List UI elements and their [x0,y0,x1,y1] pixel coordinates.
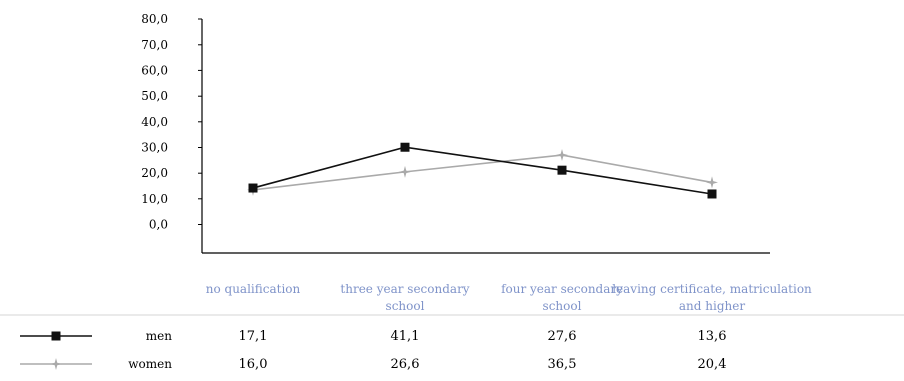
table-value-women: 16,0 [239,357,268,372]
table-value-men: 27,6 [548,329,577,344]
y-tick-label: 80,0 [141,12,168,26]
x-category-label: leaving certificate, matriculation [612,282,812,296]
series-men-line [252,146,713,195]
x-category-label: school [543,299,582,313]
series-women-line [252,154,713,191]
x-category-label: and higher [679,299,745,313]
legend-marker-women [50,358,62,370]
table-value-women: 20,4 [698,357,727,372]
y-tick-label: 50,0 [141,89,168,103]
series-women-point [556,149,568,162]
series-men-point [557,165,567,175]
x-category-label: three year secondary [340,282,469,296]
legend-label-women: women [128,357,172,371]
x-category-label: school [386,299,425,313]
series-men-point [248,183,258,193]
y-tick-label: 30,0 [141,141,168,155]
series-men-point [707,189,717,199]
y-tick-label: 60,0 [141,63,168,77]
table-value-women: 26,6 [391,357,420,372]
y-tick-label: 70,0 [141,38,168,52]
table-value-women: 36,5 [548,357,577,372]
series-men-point [400,142,410,152]
y-tick-label: 40,0 [141,115,168,129]
x-category-label: no qualification [206,282,301,296]
y-tick-label: 10,0 [141,192,168,206]
x-category-label: four year secondary [501,282,623,296]
y-tick-label: 0,0 [149,218,168,232]
table-value-men: 13,6 [698,329,727,344]
y-tick-label: 20,0 [141,166,168,180]
legend-marker-men [51,331,61,341]
table-value-men: 41,1 [391,329,420,344]
table-value-men: 17,1 [239,329,268,344]
series-women-point [706,176,718,189]
series-women-point [399,165,411,178]
legend-label-men: men [146,329,172,343]
